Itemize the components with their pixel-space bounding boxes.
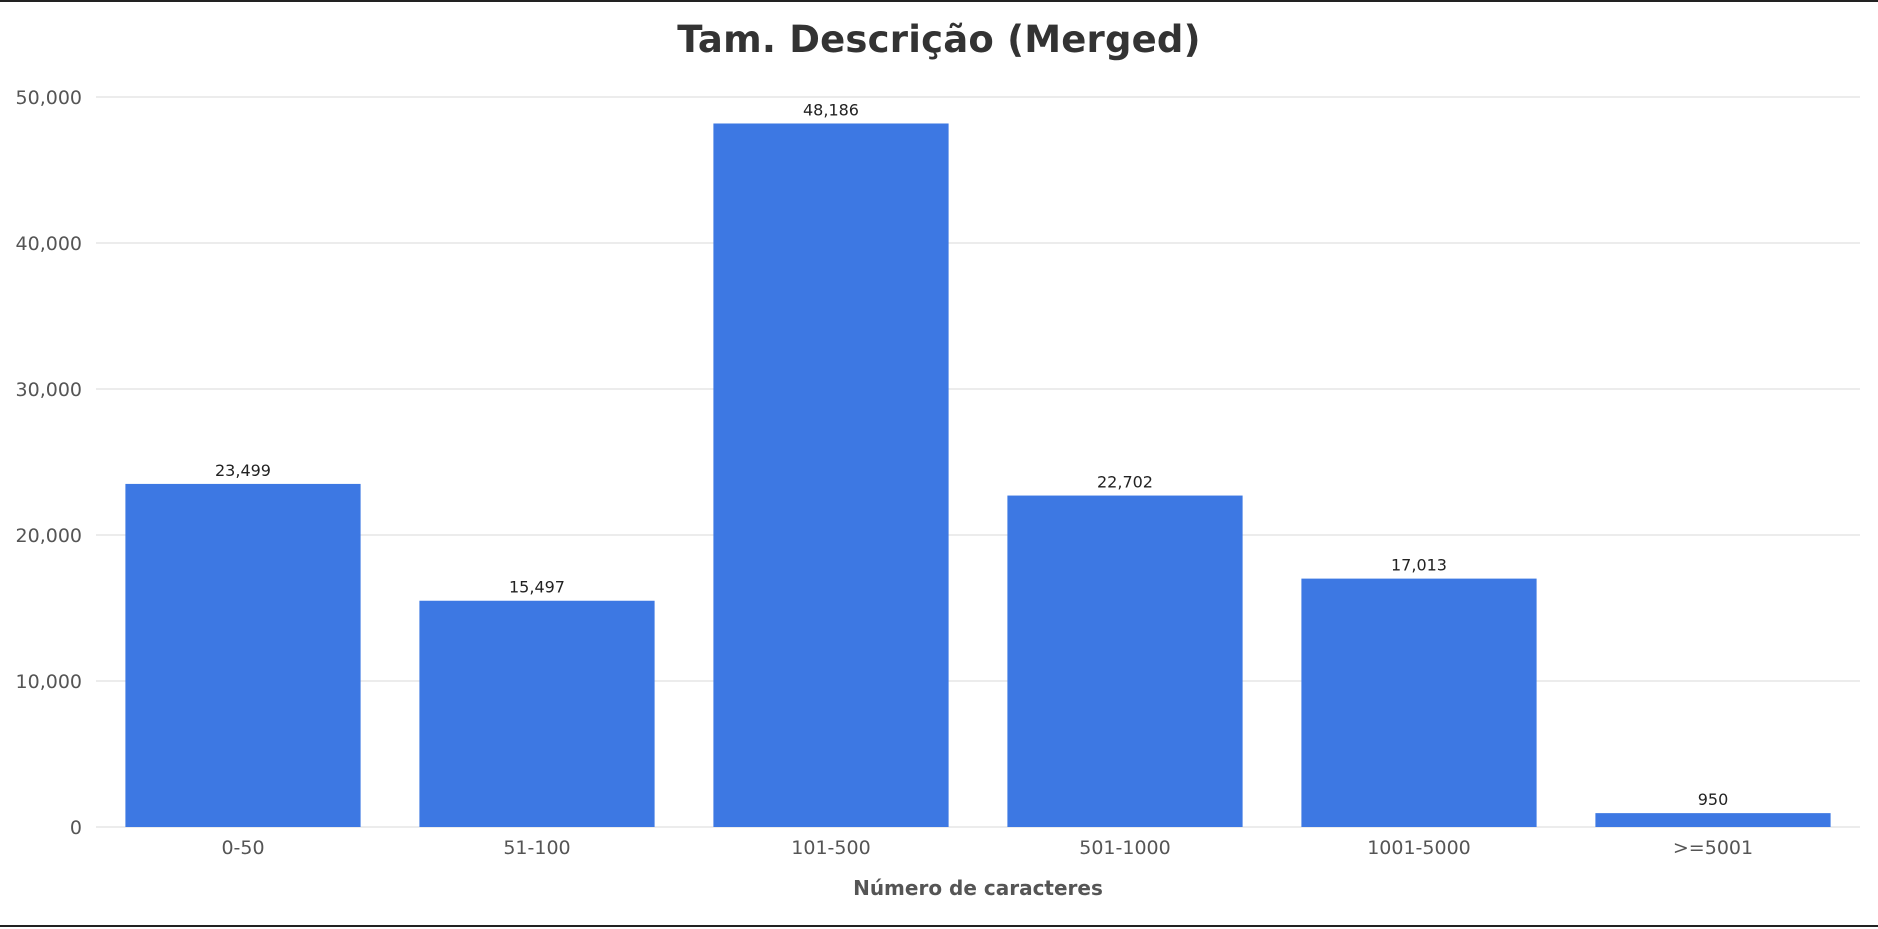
data-labels: 23,499 15,497 48,186 22,702 17,013 950: [215, 100, 1728, 809]
bar-0-50[interactable]: [125, 483, 361, 827]
bar-101-500[interactable]: [713, 123, 949, 828]
y-tick-label: 0: [70, 817, 82, 839]
x-tick-label: 51-100: [503, 837, 570, 859]
x-tick-label: 501-1000: [1079, 837, 1170, 859]
x-tick-label: 1001-5000: [1367, 837, 1471, 859]
x-axis-label: Número de caracteres: [853, 876, 1103, 900]
y-tick-label: 10,000: [16, 671, 82, 693]
data-label: 950: [1698, 790, 1729, 809]
y-tick-label: 20,000: [16, 525, 82, 547]
chart-title: Tam. Descrição (Merged): [677, 18, 1201, 61]
x-tick-label: 101-500: [791, 837, 870, 859]
x-tick-label: >=5001: [1673, 837, 1753, 859]
bar->=5001[interactable]: [1595, 813, 1831, 827]
y-tick-label: 40,000: [16, 233, 82, 255]
x-axis-ticks: 0-50 51-100 101-500 501-1000 1001-5000 >=5001: [221, 837, 1753, 859]
x-tick-label: 0-50: [221, 837, 264, 859]
y-axis-ticks: 0 10,000 20,000 30,000 40,000 50,000: [16, 87, 82, 839]
data-label: 15,497: [509, 578, 565, 597]
bars: [125, 123, 1831, 828]
bar-51-100[interactable]: [419, 600, 655, 827]
data-label: 22,702: [1097, 473, 1153, 492]
bar-501-1000[interactable]: [1007, 495, 1243, 827]
data-label: 23,499: [215, 461, 271, 480]
gridlines: [96, 96, 1860, 828]
y-tick-label: 50,000: [16, 87, 82, 109]
bar-1001-5000[interactable]: [1301, 578, 1537, 827]
data-label: 48,186: [803, 100, 859, 119]
y-tick-label: 30,000: [16, 379, 82, 401]
data-label: 17,013: [1391, 556, 1447, 575]
